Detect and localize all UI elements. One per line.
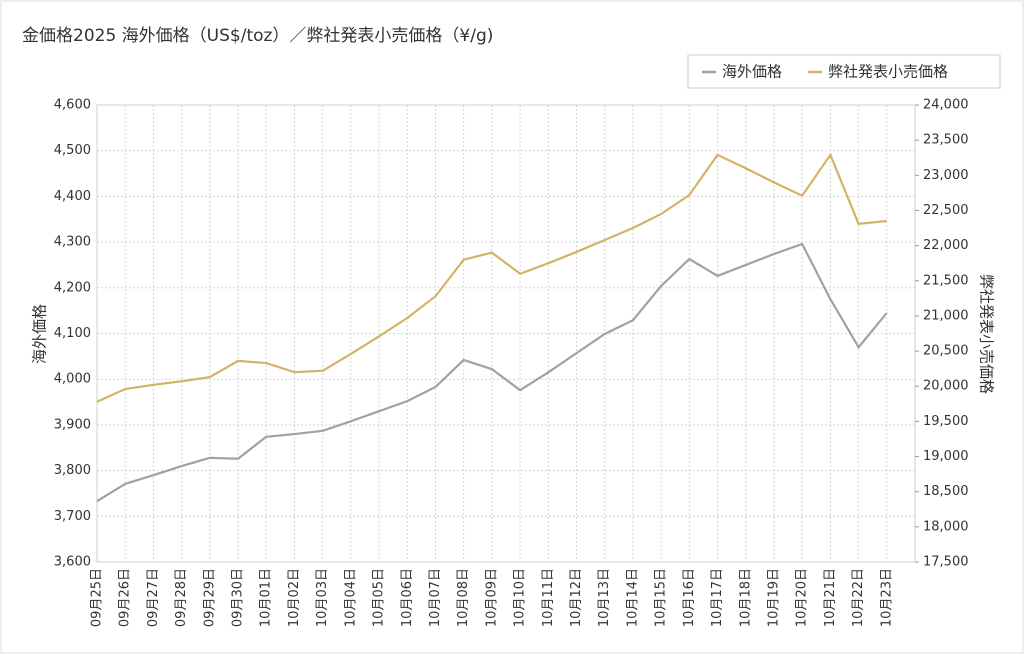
x-tick-label: 10月07日 <box>428 568 443 627</box>
y2-tick-label: 17,500 <box>923 555 969 570</box>
x-tick-label: 10月10日 <box>513 568 528 627</box>
y-tick-label: 4,000 <box>54 372 91 387</box>
legend-label: 海外価格 <box>722 63 782 81</box>
x-tick-label: 10月02日 <box>287 568 302 627</box>
y2-tick-label: 20,000 <box>923 379 969 394</box>
x-tick-label: 10月23日 <box>879 568 894 627</box>
y-tick-label: 3,900 <box>54 417 91 432</box>
y-tick-label: 4,200 <box>54 280 91 295</box>
x-tick-label: 10月16日 <box>682 568 697 627</box>
y2-tick-label: 23,500 <box>923 133 969 148</box>
x-tick-label: 10月20日 <box>795 568 810 627</box>
data-line <box>96 152 887 403</box>
x-tick-label: 09月25日 <box>90 568 105 627</box>
x-tick-label: 09月27日 <box>146 568 161 627</box>
legend-label: 弊社発表小売価格 <box>828 63 948 81</box>
x-tick-label: 10月11日 <box>541 568 556 627</box>
x-tick-label: 09月30日 <box>231 568 246 627</box>
y2-tick-label: 19,000 <box>923 449 969 464</box>
y-tick-label: 4,300 <box>54 235 91 250</box>
y2-tick-label: 21,500 <box>923 273 969 288</box>
x-tick-label: 10月06日 <box>400 568 415 627</box>
x-tick-label: 10月08日 <box>456 568 471 627</box>
y2-tick-label: 18,000 <box>923 519 969 534</box>
x-tick-label: 09月29日 <box>202 568 217 627</box>
y-tick-label: 4,600 <box>54 98 91 113</box>
y-tick-label: 4,400 <box>54 189 91 204</box>
x-tick-label: 10月15日 <box>654 568 669 627</box>
y2-tick-label: 20,500 <box>923 344 969 359</box>
x-tick-label: 10月19日 <box>766 568 781 627</box>
legend-box <box>687 54 1001 89</box>
y-axis-label: 海外価格 <box>31 304 49 364</box>
x-tick-label: 10月05日 <box>372 568 387 627</box>
y2-tick-label: 18,500 <box>923 484 969 499</box>
y2-tick-label: 23,000 <box>923 168 969 183</box>
y2-tick-label: 21,000 <box>923 308 969 323</box>
y-tick-label: 3,600 <box>54 555 91 570</box>
x-tick-label: 10月09日 <box>484 568 499 627</box>
y2-tick-label: 22,500 <box>923 203 969 218</box>
y2-tick-label: 22,000 <box>923 238 969 253</box>
data-line <box>96 242 888 503</box>
y-tick-label: 4,500 <box>54 143 91 158</box>
x-tick-label: 09月28日 <box>174 568 189 627</box>
x-tick-label: 10月14日 <box>625 568 640 627</box>
x-tick-label: 09月26日 <box>118 568 133 627</box>
x-tick-label: 10月12日 <box>569 568 584 627</box>
x-tick-label: 10月04日 <box>343 568 358 627</box>
y2-tick-label: 24,000 <box>923 98 969 113</box>
x-tick-label: 10月18日 <box>738 568 753 627</box>
y-tick-label: 3,700 <box>54 509 91 524</box>
y2-axis-label: 弊社発表小売価格 <box>978 274 996 394</box>
x-tick-label: 10月03日 <box>315 568 330 627</box>
x-tick-label: 10月21日 <box>823 568 838 627</box>
x-tick-label: 10月22日 <box>851 568 866 627</box>
x-tick-label: 10月17日 <box>710 568 725 627</box>
y2-tick-label: 19,500 <box>923 414 969 429</box>
x-tick-label: 10月13日 <box>597 568 612 627</box>
y-tick-label: 4,100 <box>54 326 91 341</box>
x-tick-label: 10月01日 <box>259 568 274 627</box>
chart-title: 金価格2025 海外価格（US$/toz）／弊社発表小売価格（¥/g) <box>22 26 493 46</box>
y-tick-label: 3,800 <box>54 463 91 478</box>
